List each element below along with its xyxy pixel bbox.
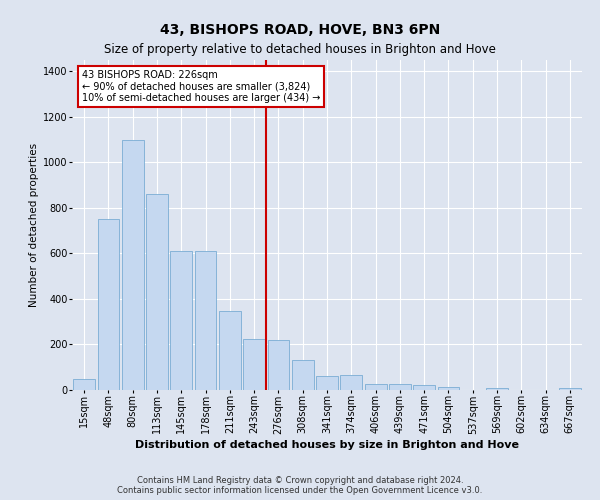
Bar	[559, 388, 581, 390]
Bar	[292, 360, 314, 390]
Bar	[340, 375, 362, 390]
Text: Size of property relative to detached houses in Brighton and Hove: Size of property relative to detached ho…	[104, 42, 496, 56]
Bar	[243, 339, 265, 390]
Text: 43, BISHOPS ROAD, HOVE, BN3 6PN: 43, BISHOPS ROAD, HOVE, BN3 6PN	[160, 22, 440, 36]
Bar	[413, 386, 435, 390]
Bar	[122, 140, 143, 390]
Bar	[73, 379, 95, 390]
X-axis label: Distribution of detached houses by size in Brighton and Hove: Distribution of detached houses by size …	[135, 440, 519, 450]
Bar	[437, 388, 460, 390]
Bar	[97, 220, 119, 390]
Bar	[219, 312, 241, 390]
Text: 43 BISHOPS ROAD: 226sqm
← 90% of detached houses are smaller (3,824)
10% of semi: 43 BISHOPS ROAD: 226sqm ← 90% of detache…	[82, 70, 320, 103]
Bar	[146, 194, 168, 390]
Bar	[194, 251, 217, 390]
Bar	[365, 384, 386, 390]
Bar	[486, 388, 508, 390]
Bar	[389, 384, 411, 390]
Y-axis label: Number of detached properties: Number of detached properties	[29, 143, 39, 307]
Text: Contains HM Land Registry data © Crown copyright and database right 2024.
Contai: Contains HM Land Registry data © Crown c…	[118, 476, 482, 495]
Bar	[268, 340, 289, 390]
Bar	[316, 376, 338, 390]
Bar	[170, 251, 192, 390]
